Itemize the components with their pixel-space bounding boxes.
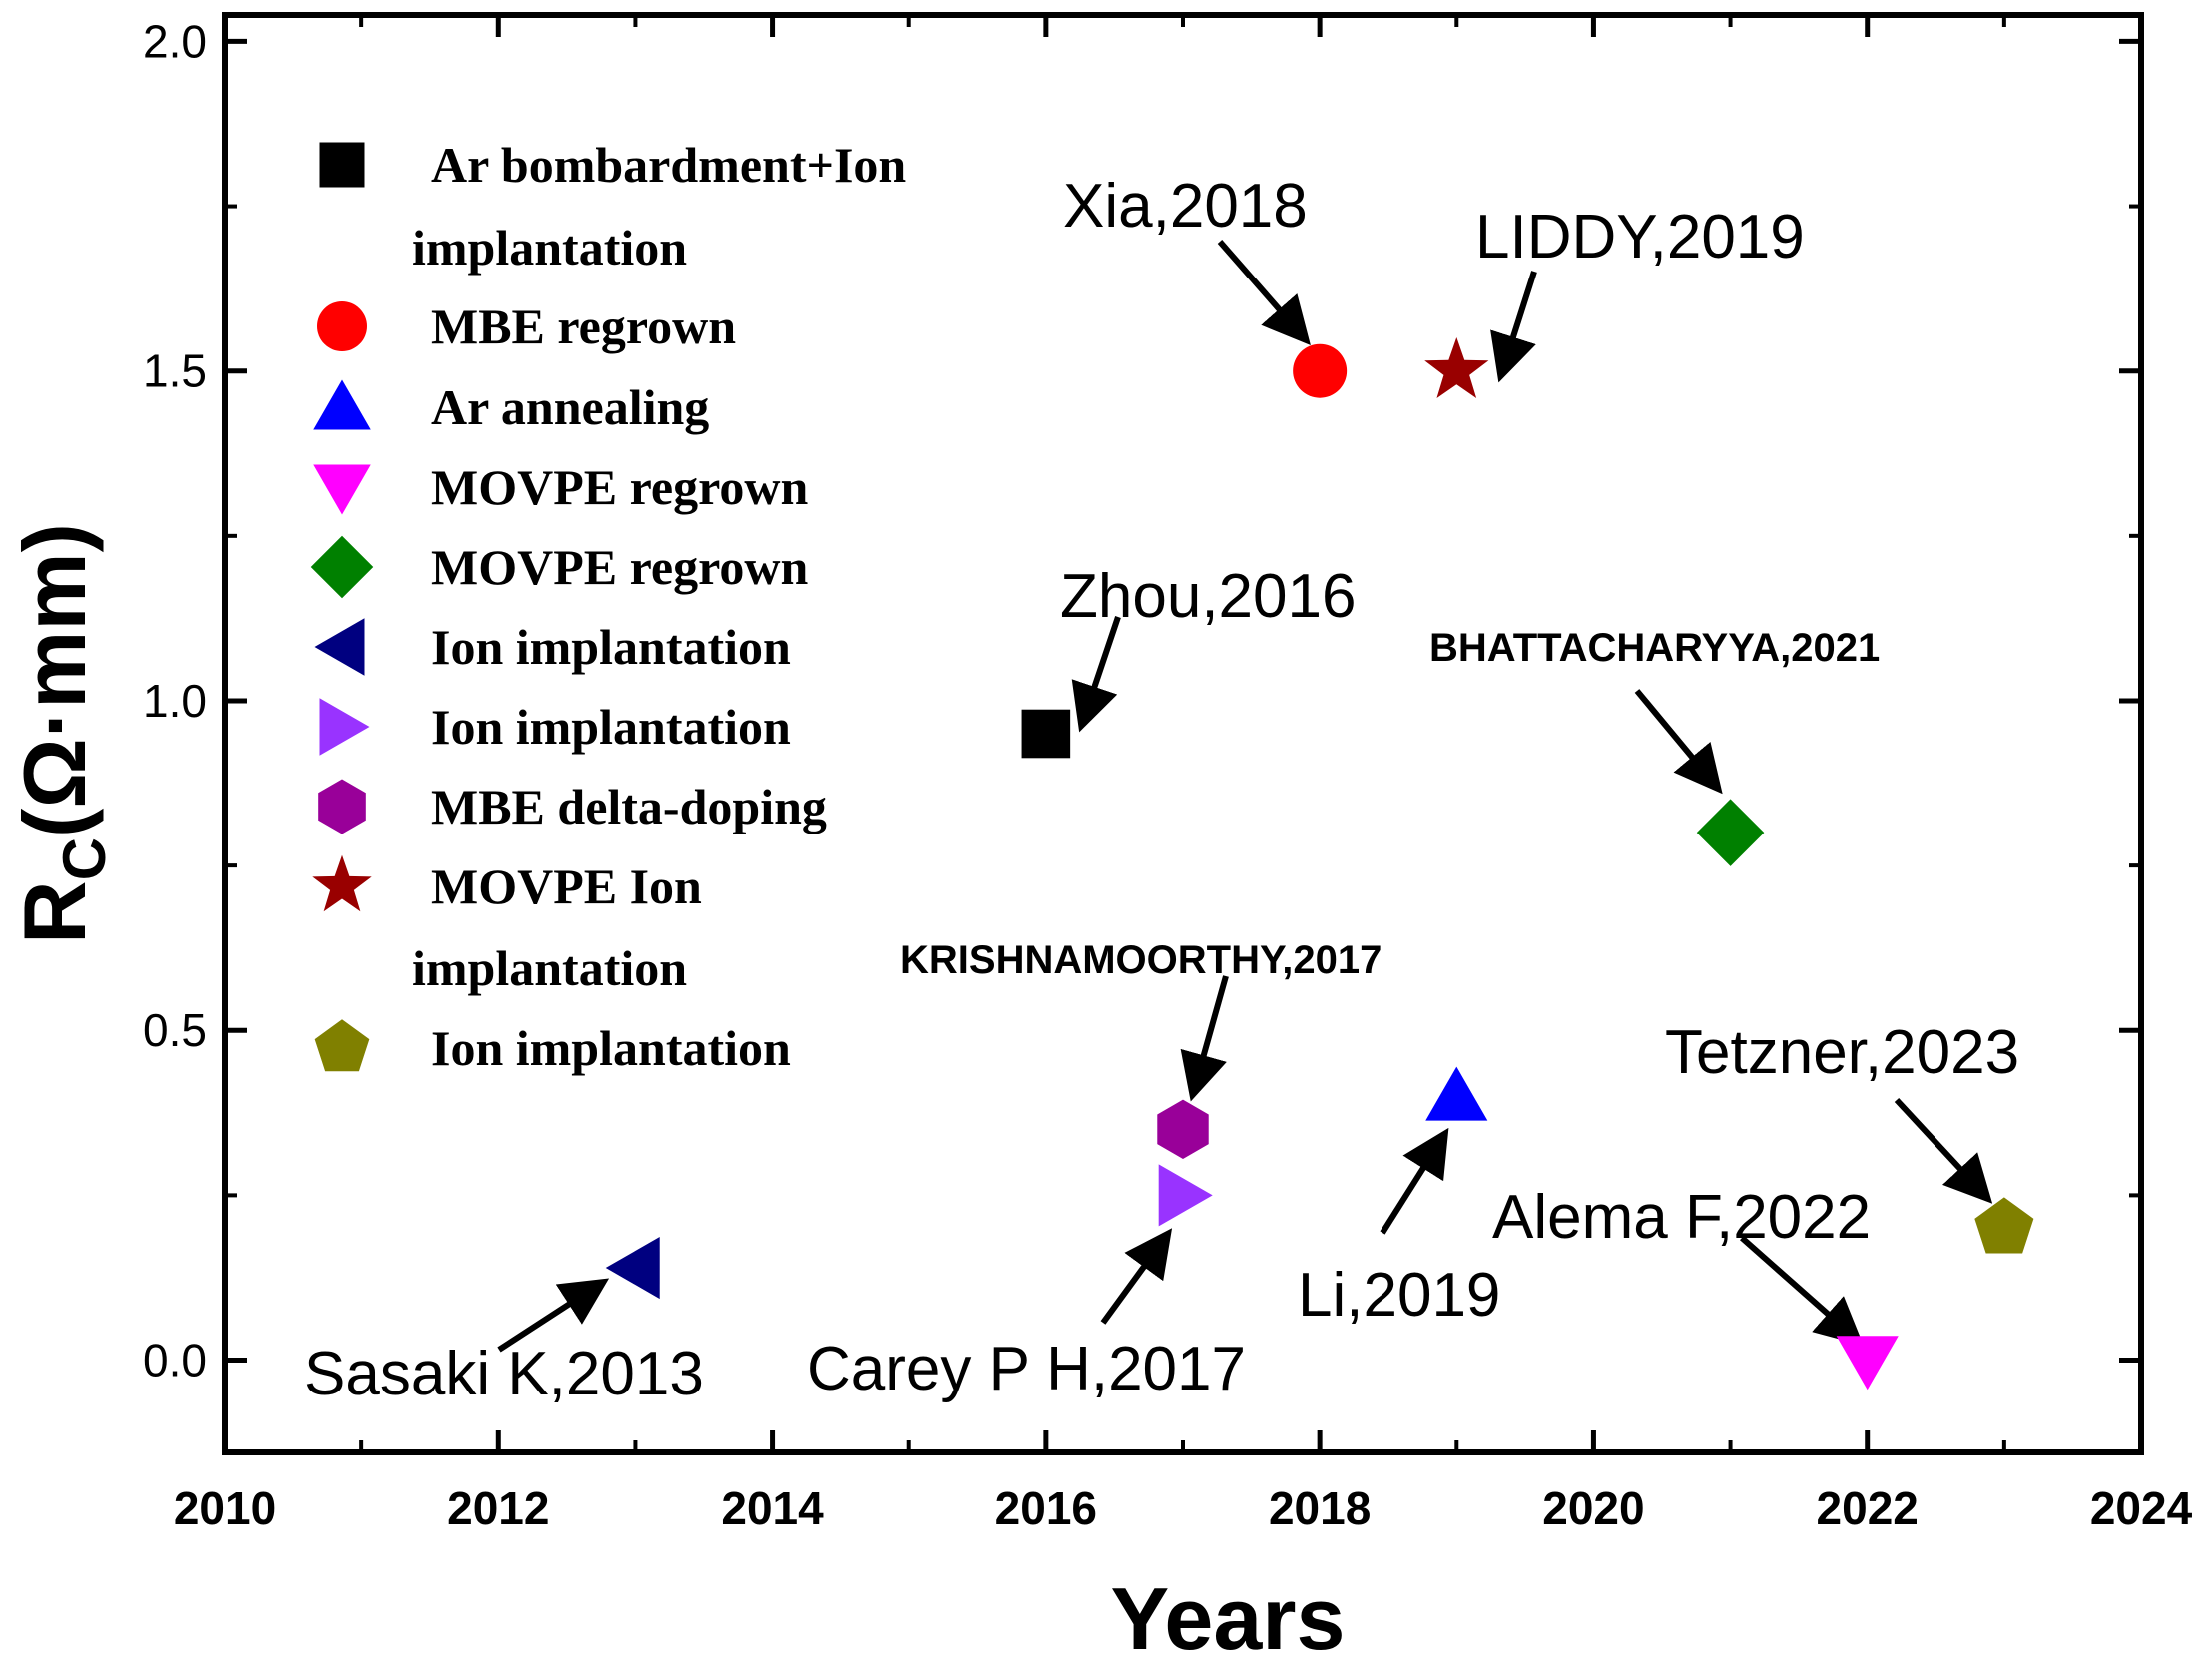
point-annotation-label: LIDDY,2019	[1475, 203, 1805, 272]
data-point-triangle-up	[1425, 1066, 1488, 1121]
x-tick-label: 2024	[2090, 1482, 2193, 1534]
y-axis-title: RC(Ω·mm)	[5, 523, 118, 944]
point-annotation-label: KRISHNAMOORTHY,2017	[900, 938, 1382, 982]
annotation-arrow	[1100, 1228, 1173, 1325]
svg-text:RC(Ω·mm): RC(Ω·mm)	[5, 523, 118, 944]
y-axis-title-unit: (Ω·mm)	[5, 523, 104, 837]
legend-label: MBE delta-doping	[431, 779, 827, 834]
y-axis-title-sub: C	[51, 837, 118, 880]
x-axis-ticks: 2010 2012 2014 2016 2018 2020 2022 2024	[174, 15, 2193, 1534]
data-point-circle	[1293, 343, 1348, 398]
point-annotation-label: Zhou,2016	[1060, 562, 1356, 631]
legend-label: Ar bombardment+Ion	[431, 137, 906, 193]
data-point-star	[1424, 336, 1489, 399]
annotation-arrow	[1740, 1235, 1864, 1346]
point-annotations: Zhou,2016 Xia,2018 Li,2019 Alema F,2022 BHAT…	[304, 172, 2019, 1408]
annotation-arrow	[1380, 1127, 1449, 1235]
annotation-arrow	[1071, 616, 1121, 733]
legend-label: MBE regrown	[431, 298, 736, 354]
y-tick-label: 1.0	[143, 675, 207, 727]
annotation-arrow	[497, 1278, 610, 1353]
point-annotation-label: Alema F,2022	[1492, 1183, 1871, 1252]
point-annotation-label: Sasaki K,2013	[304, 1340, 704, 1408]
annotation-arrows	[497, 240, 1993, 1353]
legend-marker-square	[319, 142, 365, 188]
data-point-pentagon	[1974, 1197, 2034, 1254]
legend-marker-star	[312, 854, 372, 912]
data-point-hexagon	[1157, 1099, 1209, 1160]
data-point-diamond	[1696, 799, 1765, 866]
legend-marker-triangle-down	[313, 464, 371, 515]
x-tick-label: 2018	[1269, 1482, 1371, 1534]
legend-label: Ion implantation	[431, 699, 791, 755]
annotation-arrow	[1490, 271, 1537, 383]
legend-marker-diamond	[310, 535, 374, 599]
legend-label-cont: implantation	[412, 220, 687, 276]
annotation-arrow	[1634, 689, 1723, 795]
point-annotation-label: Tetzner,2023	[1665, 1018, 2019, 1087]
y-tick-label: 2.0	[143, 15, 207, 67]
x-axis-title: Years	[1111, 1569, 1346, 1668]
data-point-square	[1021, 709, 1071, 759]
x-tick-label: 2022	[1817, 1482, 1919, 1534]
point-annotation-label: Li,2019	[1298, 1261, 1500, 1330]
legend-label: MOVPE regrown	[431, 459, 808, 515]
data-point-triangle-left	[605, 1236, 660, 1300]
legend-marker-triangle-up	[313, 379, 371, 430]
y-tick-label: 1.5	[143, 345, 207, 397]
annotation-arrow	[1894, 1097, 1993, 1204]
x-tick-label: 2016	[995, 1482, 1097, 1534]
y-axis-title-main: R	[5, 880, 104, 944]
point-annotation-label: BHATTACHARYYA,2021	[1429, 626, 1880, 670]
legend-label: Ion implantation	[431, 1020, 791, 1076]
y-tick-label: 0.0	[143, 1335, 207, 1387]
x-tick-label: 2010	[174, 1482, 276, 1534]
point-annotation-label: Carey P H,2017	[807, 1335, 1246, 1403]
x-tick-label: 2020	[1542, 1482, 1644, 1534]
legend-marker-triangle-right	[319, 698, 370, 756]
x-tick-label: 2014	[721, 1482, 824, 1534]
annotation-arrow	[1180, 975, 1229, 1102]
legend-marker-circle	[317, 301, 367, 351]
data-point-triangle-down	[1836, 1336, 1899, 1391]
legend-marker-hexagon	[318, 779, 366, 834]
legend-label-cont: implantation	[412, 940, 687, 996]
legend-label: Ar annealing	[431, 379, 709, 435]
legend-label: MOVPE regrown	[431, 539, 808, 595]
legend: Ar bombardment+Ion implantation MBE regro…	[310, 137, 906, 1076]
point-annotation-label: Xia,2018	[1063, 172, 1308, 241]
data-points	[605, 336, 2034, 1391]
y-tick-label: 0.5	[143, 1004, 207, 1056]
annotation-arrow	[1217, 240, 1311, 346]
legend-label: Ion implantation	[431, 619, 791, 675]
legend-marker-pentagon	[314, 1019, 370, 1072]
legend-marker-triangle-left	[314, 618, 365, 676]
legend-label: MOVPE Ion	[431, 858, 702, 914]
x-tick-label: 2012	[447, 1482, 549, 1534]
y-axis-ticks: 0.0 0.5 1.0 1.5 2.0	[143, 15, 2141, 1387]
data-point-triangle-right	[1158, 1164, 1213, 1227]
